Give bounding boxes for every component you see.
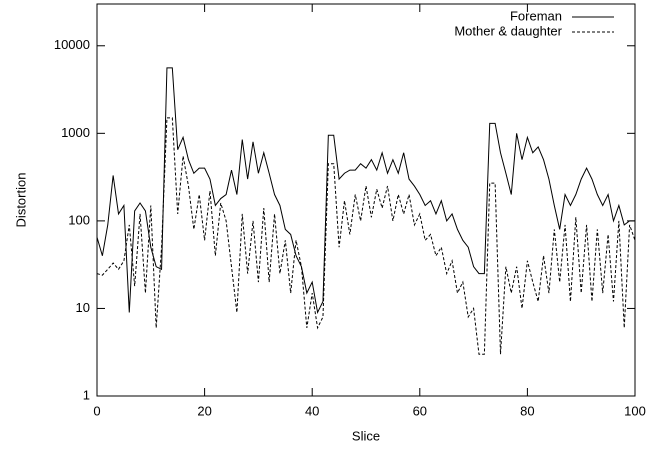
- x-axis-label: Slice: [352, 428, 380, 443]
- y-tick-label: 1000: [61, 125, 90, 140]
- y-tick-label: 100: [68, 212, 90, 227]
- plot-frame: [96, 3, 636, 397]
- x-tick-label: 0: [93, 403, 100, 418]
- x-tick-label: 40: [305, 403, 319, 418]
- y-tick-label: 1: [83, 387, 90, 402]
- y-tick-label: 10000: [54, 37, 90, 52]
- x-tick-label: 80: [520, 403, 534, 418]
- x-tick-label: 20: [197, 403, 211, 418]
- y-axis-label: Distortion: [13, 173, 28, 228]
- x-tick-label: 100: [624, 403, 646, 418]
- legend-label: Mother & daughter: [454, 23, 562, 38]
- legend-label: Foreman: [510, 8, 562, 23]
- y-tick-label: 10: [76, 300, 90, 315]
- data-line: [96, 117, 636, 355]
- x-tick-label: 60: [413, 403, 427, 418]
- data-line: [96, 67, 635, 315]
